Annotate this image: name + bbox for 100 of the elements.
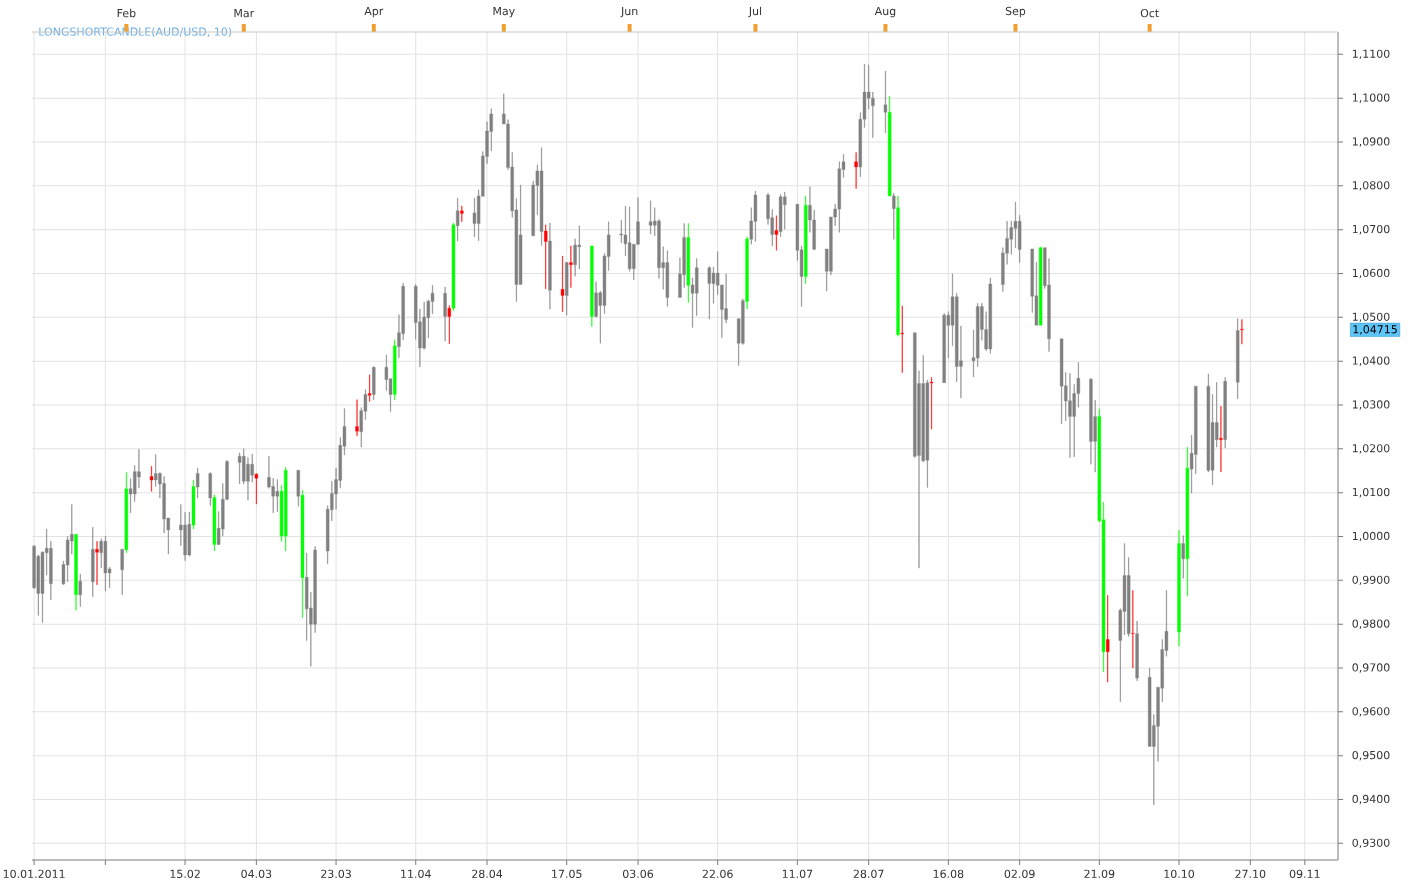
- candlestick: [1185, 446, 1190, 597]
- candlestick: [91, 527, 95, 597]
- candlestick: [778, 194, 783, 237]
- y-tick-label: 1,0900: [1352, 137, 1390, 147]
- candlestick: [275, 479, 279, 512]
- candlestick: [196, 467, 200, 499]
- y-tick-label: 0,9500: [1352, 750, 1390, 761]
- candlestick: [78, 574, 82, 607]
- y-tick-label: 1,0300: [1352, 400, 1390, 410]
- y-tick-label: 1,0600: [1352, 268, 1390, 279]
- candlestick: [686, 223, 690, 303]
- x-tick-label: 17.05: [552, 869, 582, 879]
- candlestick: [191, 479, 196, 530]
- candlestick: [212, 494, 217, 552]
- y-tick-label: 0,9300: [1352, 838, 1390, 849]
- candlestick: [774, 215, 779, 251]
- x-tick-label: 03.06: [622, 869, 654, 879]
- x2-tick-label: Jul: [748, 6, 762, 18]
- y-tick-label: 1,0800: [1352, 181, 1390, 191]
- x-tick-label: 21.09: [1084, 869, 1115, 879]
- y-tick-label: 0,9700: [1352, 663, 1390, 673]
- candlestick: [665, 250, 670, 307]
- candlestick: [1240, 319, 1244, 345]
- candlestick: [854, 152, 858, 189]
- x-tick-label: 11.04: [401, 869, 431, 879]
- candlestick: [124, 472, 129, 553]
- candlestick: [544, 224, 548, 290]
- candlestick: [1059, 338, 1064, 425]
- candlestick: [1219, 406, 1223, 473]
- candlestick: [565, 261, 569, 316]
- x2-tick-label: Aug: [874, 6, 896, 18]
- candlestick: [300, 490, 305, 618]
- y-tick-label: 0,9900: [1352, 575, 1390, 586]
- candlestick: [590, 245, 594, 327]
- candlestick: [237, 452, 242, 485]
- y-tick-label: 1,0500: [1352, 312, 1390, 323]
- x2-tick-label: May: [493, 6, 515, 18]
- y-tick-label: 1,0200: [1352, 444, 1390, 454]
- x2-tick-label: Sep: [1005, 6, 1026, 18]
- candlestick: [355, 399, 359, 436]
- candlestick: [208, 472, 212, 506]
- candlestick: [753, 190, 758, 242]
- y-tick-label: 0,9800: [1352, 619, 1390, 629]
- x2-tick-label: Apr: [364, 6, 384, 18]
- candlestick: [1223, 377, 1227, 449]
- candlestick: [900, 305, 904, 373]
- x2-tick-label: Oct: [1140, 8, 1159, 18]
- candlestick: [887, 96, 892, 197]
- candlestick: [296, 470, 300, 507]
- y-tick-label: 1,0700: [1352, 224, 1390, 235]
- candlestick: [560, 255, 565, 312]
- candlestick: [74, 534, 78, 611]
- candlestick: [1038, 246, 1043, 326]
- candlestick: [451, 222, 456, 311]
- candlestick: [254, 473, 259, 505]
- x2-tick-label: Mar: [234, 9, 255, 18]
- candlestick: [460, 205, 464, 222]
- x-tick-label: 09.11: [1289, 869, 1320, 879]
- candlestick: [456, 197, 460, 242]
- candlestick: [988, 277, 992, 354]
- y-tick-label: 1,1100: [1352, 49, 1390, 60]
- y-tick-label: 1,1000: [1352, 93, 1390, 103]
- candlestick: [372, 366, 376, 400]
- x-tick-label: 28.04: [472, 869, 503, 879]
- candlestick: [896, 195, 900, 337]
- y-tick-label: 1,0400: [1352, 356, 1390, 366]
- y-tick-label: 1,0100: [1352, 487, 1390, 498]
- candlestick: [1068, 373, 1072, 458]
- x2-tick-label: Jun: [620, 7, 638, 18]
- candlestick: [1131, 590, 1135, 669]
- y-tick-label: 0,9600: [1352, 707, 1390, 717]
- text: 1,04715: [1353, 325, 1397, 335]
- candlestick: [443, 286, 447, 342]
- candlestick: [447, 305, 451, 344]
- x-tick-label: 15.02: [170, 869, 200, 879]
- x-tick-label: 27.10: [1235, 869, 1266, 879]
- x-tick-label: 22.06: [702, 869, 733, 879]
- candlestick: [883, 70, 888, 133]
- candlestick: [103, 535, 108, 592]
- y-tick-label: 1,0000: [1352, 531, 1390, 542]
- candlestick: [187, 511, 191, 557]
- candlestick: [149, 466, 154, 492]
- candlestick: [1106, 595, 1110, 683]
- candlestick: [95, 541, 99, 585]
- x-tick-label: 02.09: [1004, 869, 1035, 879]
- candlestick: [569, 245, 573, 288]
- x-tick-label: 28.07: [853, 869, 884, 879]
- candlestick: [120, 549, 124, 596]
- candlestick: [745, 236, 749, 310]
- x-tick-label: 10.01.2011: [3, 869, 65, 879]
- candlestick: [393, 339, 397, 400]
- candlestick: [1135, 620, 1139, 681]
- candlestick: [942, 313, 946, 383]
- candlestick: [1177, 530, 1181, 647]
- candlestick: [367, 374, 372, 402]
- x-tick-label: 04.03: [241, 869, 272, 879]
- candlestick: [1236, 318, 1240, 400]
- candlestick: [892, 193, 896, 240]
- x2-tick-label: Feb: [117, 8, 136, 18]
- x-tick-label: 16.08: [933, 869, 964, 879]
